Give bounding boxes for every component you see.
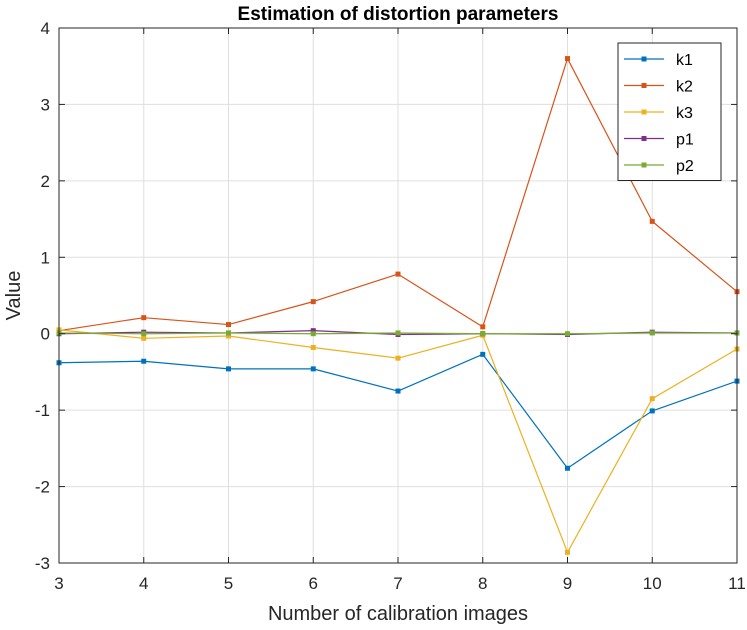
x-tick-label: 7 [393, 574, 402, 593]
x-tick-label: 5 [224, 574, 233, 593]
x-tick-label: 10 [643, 574, 662, 593]
x-tick-label: 6 [309, 574, 318, 593]
legend-swatch-marker [641, 109, 647, 115]
y-axis-label: Value [3, 271, 25, 321]
x-tick-label: 11 [728, 574, 746, 593]
legend-swatch-marker [641, 56, 647, 62]
data-point-p1 [310, 328, 316, 334]
legend-item-k1: k1 [624, 52, 693, 69]
data-point-k2 [649, 218, 655, 224]
data-point-k1 [649, 408, 655, 414]
data-point-k2 [226, 322, 231, 328]
data-point-k3 [395, 355, 401, 361]
y-tick-label: 2 [41, 172, 50, 191]
data-point-p2 [565, 331, 570, 337]
data-point-k2 [310, 299, 316, 305]
legend-swatch-marker [641, 136, 647, 141]
data-point-k2 [480, 324, 486, 330]
data-point-k3 [141, 335, 147, 341]
legend-label: p1 [676, 132, 694, 149]
legend: k1 k2 k3 p1 p2 [617, 42, 722, 181]
data-point-k1 [480, 351, 486, 357]
x-tick-label: 8 [478, 574, 487, 593]
data-point-p2 [310, 331, 316, 337]
x-axis-label: Number of calibration images [268, 603, 528, 625]
y-tick-label: 3 [41, 95, 50, 114]
data-point-p2 [649, 330, 655, 336]
legend-item-p2: p2 [624, 158, 694, 175]
y-tick-label: 4 [41, 19, 50, 38]
data-point-k3 [226, 333, 231, 339]
data-point-k3 [310, 344, 316, 350]
x-tick-label: 3 [54, 574, 63, 593]
legend-swatch-marker [641, 83, 647, 88]
legend-swatch-marker [641, 162, 647, 168]
data-point-k1 [310, 366, 316, 372]
legend-label: k1 [676, 52, 693, 69]
data-point-k1 [395, 388, 401, 394]
data-point-k2 [141, 315, 147, 321]
x-tick-label: 4 [139, 574, 148, 593]
data-point-p2 [141, 331, 147, 337]
y-tick-label: -2 [35, 478, 50, 497]
y-tick-label: 0 [41, 325, 50, 344]
legend-item-k2: k2 [624, 79, 693, 96]
data-point-p2 [480, 331, 486, 337]
legend-item-k3: k3 [624, 105, 693, 122]
y-tick-label: -3 [35, 554, 50, 573]
data-point-p2 [395, 330, 401, 336]
data-point-k2 [395, 271, 401, 277]
data-point-k1 [565, 465, 570, 471]
data-point-k1 [226, 366, 231, 372]
legend-label: k3 [676, 105, 693, 122]
data-point-k3 [565, 549, 570, 555]
legend-label: k2 [676, 79, 693, 96]
legend-item-p1: p1 [624, 132, 694, 149]
y-tick-label: -1 [35, 401, 50, 420]
data-point-k3 [649, 396, 655, 402]
data-point-k2 [565, 56, 570, 62]
axis-ticks: 3 4 5 6 7 8 9 10 11 -3 -2 -1 0 1 2 3 4 [35, 19, 746, 593]
data-point-p2 [226, 330, 231, 336]
y-tick-label: 1 [41, 248, 50, 267]
legend-label: p2 [676, 158, 694, 175]
chart-title: Estimation of distortion parameters [238, 4, 559, 25]
data-point-k1 [141, 358, 147, 364]
x-tick-label: 9 [563, 574, 572, 593]
